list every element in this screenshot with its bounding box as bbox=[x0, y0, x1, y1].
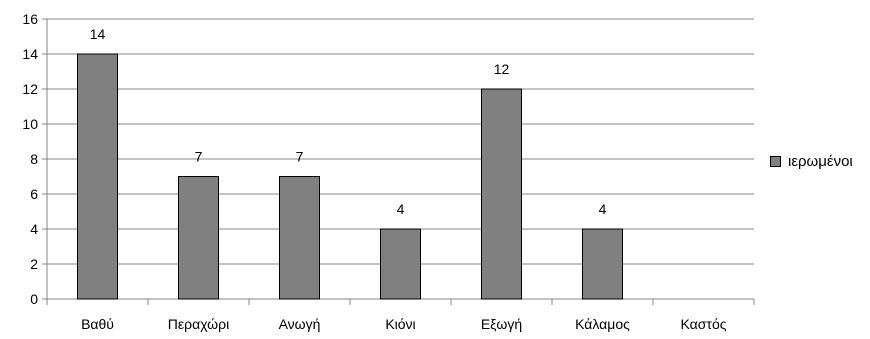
x-tick-label: Βαθύ bbox=[81, 316, 114, 332]
x-tick-label: Εξωγή bbox=[481, 316, 522, 332]
data-label: 12 bbox=[494, 61, 510, 77]
bar bbox=[582, 228, 623, 300]
x-tick-label: Ανωγή bbox=[279, 316, 321, 332]
y-tick-label: 10 bbox=[22, 116, 38, 132]
x-tick-label: Καστός bbox=[681, 316, 727, 332]
y-tick-label: 2 bbox=[30, 256, 38, 272]
bar bbox=[279, 176, 320, 300]
x-tick-label: Κιόνι bbox=[385, 316, 415, 332]
bar bbox=[178, 176, 219, 300]
y-tick-label: 12 bbox=[22, 81, 38, 97]
data-label: 4 bbox=[397, 201, 405, 217]
data-label: 14 bbox=[90, 26, 106, 42]
y-tick-label: 14 bbox=[22, 46, 38, 62]
legend: ιερωμένοι bbox=[770, 153, 853, 170]
legend-label: ιερωμένοι bbox=[788, 153, 853, 170]
data-label: 7 bbox=[195, 149, 203, 165]
data-label: 4 bbox=[599, 201, 607, 217]
bar bbox=[481, 88, 522, 300]
x-tick-label: Κάλαμος bbox=[575, 316, 630, 332]
y-tick-label: 16 bbox=[22, 11, 38, 27]
y-tick-label: 6 bbox=[30, 186, 38, 202]
bar bbox=[380, 228, 421, 300]
legend-swatch bbox=[770, 156, 781, 167]
y-tick-label: 8 bbox=[30, 151, 38, 167]
y-tick-label: 0 bbox=[30, 291, 38, 307]
data-label: 7 bbox=[296, 149, 304, 165]
y-tick-label: 4 bbox=[30, 221, 38, 237]
x-tick-label: Περαχώρι bbox=[168, 316, 229, 332]
bar bbox=[77, 53, 118, 300]
